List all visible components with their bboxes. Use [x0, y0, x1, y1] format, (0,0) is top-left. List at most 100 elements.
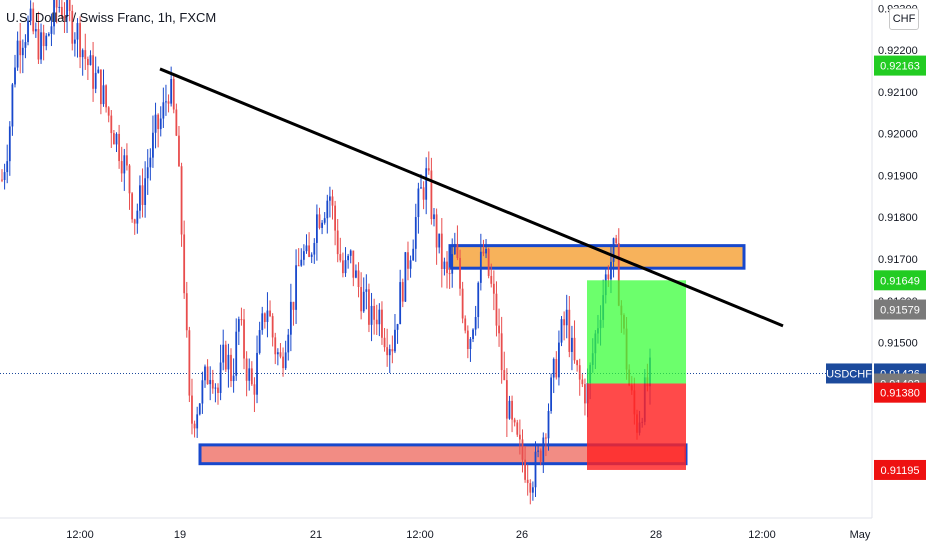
- candle-body: [232, 375, 235, 382]
- candle-body: [404, 252, 407, 302]
- candle-body: [373, 305, 376, 320]
- candles-group: [1, 0, 651, 505]
- candle-body: [355, 270, 357, 278]
- candle-body: [396, 324, 399, 330]
- candle-body: [485, 248, 487, 254]
- candle-body: [446, 261, 448, 274]
- candle-body: [469, 339, 472, 350]
- candle-body: [302, 251, 305, 260]
- price-badge-label: 0.91380: [880, 388, 920, 400]
- candle-body: [500, 333, 503, 371]
- candle-body: [230, 354, 232, 382]
- candle-body: [578, 365, 581, 380]
- candle-body: [524, 459, 526, 480]
- candle-body: [534, 451, 537, 488]
- candle-body: [378, 309, 381, 325]
- candle-body: [68, 0, 71, 11]
- candle-body: [513, 419, 516, 423]
- candle-body: [258, 330, 261, 353]
- candle-body: [289, 301, 292, 335]
- x-tick-label: 26: [516, 529, 528, 541]
- chart-title: U.S. Dollar / Swiss Franc, 1h, FXCM: [6, 10, 217, 25]
- candle-body: [105, 85, 107, 108]
- price-badge: [874, 382, 926, 403]
- candle-body: [63, 16, 66, 18]
- candle-body: [149, 157, 152, 168]
- price-badge-label: 0.91649: [880, 275, 920, 287]
- candle-body: [198, 403, 201, 415]
- candle-body: [157, 114, 160, 130]
- candle-body: [318, 214, 321, 228]
- candle-body: [94, 72, 97, 89]
- candle-body: [610, 261, 612, 280]
- candle-body: [16, 40, 19, 68]
- candle-body: [443, 261, 446, 269]
- candle-body: [165, 101, 167, 103]
- candle-body: [243, 319, 245, 359]
- candle-body: [537, 450, 539, 452]
- symbol-badge: [826, 363, 872, 384]
- candle-body: [573, 337, 576, 361]
- resistance-zone: [448, 244, 746, 270]
- candle-body: [58, 6, 61, 8]
- candle-body: [607, 274, 610, 280]
- candle-body: [76, 23, 79, 40]
- price-badge-label: 0.92163: [880, 61, 920, 73]
- candle-body: [615, 238, 618, 244]
- candle-body: [123, 155, 126, 174]
- candle-body: [27, 20, 29, 43]
- candle-body: [180, 166, 183, 235]
- candle-body: [495, 293, 498, 326]
- y-axis-ticks: 0.923000.922000.921000.920000.919000.918…: [878, 3, 918, 349]
- candle-body: [170, 78, 173, 104]
- candle-body: [284, 352, 287, 369]
- candle-body: [120, 161, 123, 174]
- candle-body: [21, 47, 24, 56]
- candle-body: [435, 214, 438, 248]
- candle-body: [612, 238, 615, 262]
- candle-body: [14, 67, 16, 85]
- candle-body: [19, 40, 22, 56]
- x-tick-label: 12:00: [406, 529, 434, 541]
- candle-body: [352, 250, 355, 278]
- candle-body: [81, 50, 84, 58]
- y-tick-label: 0.91800: [878, 212, 918, 224]
- candle-body: [266, 310, 269, 322]
- candle-body: [261, 313, 264, 331]
- x-tick-label: May: [850, 529, 871, 541]
- candle-body: [386, 347, 389, 356]
- candle-body: [459, 257, 461, 289]
- candle-body: [370, 305, 373, 325]
- candle-body: [313, 242, 316, 255]
- currency-button[interactable]: CHF: [889, 8, 919, 30]
- candle-body: [498, 325, 500, 334]
- candle-body: [539, 450, 542, 462]
- candle-body: [204, 366, 206, 381]
- candle-body: [331, 196, 334, 206]
- candle-body: [66, 0, 68, 17]
- candle-body: [412, 248, 415, 261]
- price-badge: [874, 459, 926, 480]
- candle-body: [248, 368, 251, 381]
- candle-body: [214, 387, 217, 389]
- candle-body: [183, 234, 186, 294]
- candle-body: [128, 165, 131, 194]
- candle-body: [40, 32, 42, 60]
- candle-body: [563, 319, 566, 326]
- price-badge-label: 0.91195: [881, 465, 920, 477]
- candle-body: [617, 243, 620, 306]
- candle-body: [193, 423, 196, 429]
- candle-body: [29, 8, 32, 21]
- candle-body: [305, 245, 308, 252]
- candle-body: [453, 244, 456, 255]
- x-tick-label: 19: [174, 529, 186, 541]
- candle-body: [565, 309, 568, 326]
- trendline[interactable]: [159, 67, 784, 328]
- price-badge: [874, 299, 926, 320]
- candle-body: [219, 362, 222, 393]
- x-tick-label: 12:00: [66, 529, 94, 541]
- candle-body: [464, 318, 467, 331]
- candle-body: [263, 313, 266, 322]
- candle-body: [97, 69, 100, 73]
